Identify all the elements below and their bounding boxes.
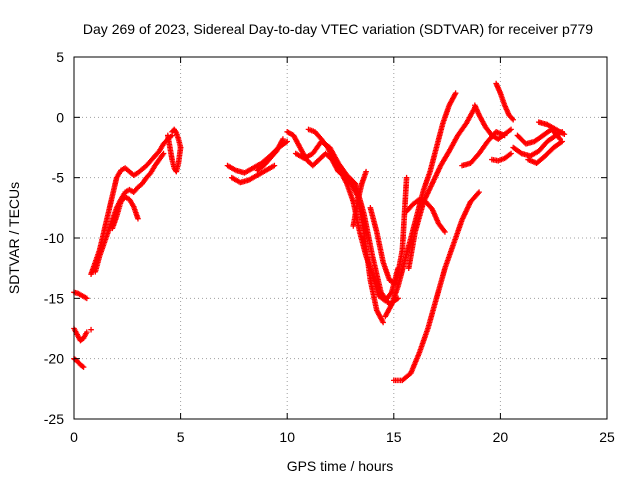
y-tick: -15: [44, 290, 607, 306]
y-tick-label: 5: [56, 49, 64, 65]
x-tick: 15: [386, 57, 402, 445]
data-point: [135, 215, 141, 222]
data-point: [88, 326, 94, 333]
data-point: [363, 168, 369, 175]
data-point: [475, 190, 481, 197]
data-point: [177, 144, 184, 151]
x-axis-label: GPS time / hours: [287, 458, 394, 474]
x-tick-label: 25: [599, 429, 615, 445]
data-point: [476, 189, 482, 195]
y-tick-label: -25: [44, 411, 64, 427]
y-tick-label: -20: [44, 351, 64, 367]
y-tick: -20: [44, 351, 607, 367]
data-points: [71, 80, 568, 384]
data-point: [271, 162, 278, 169]
y-tick: -5: [52, 170, 607, 186]
data-point: [510, 116, 516, 123]
x-tick: 10: [279, 57, 295, 445]
x-tick-label: 10: [279, 429, 295, 445]
x-axis-ticks: 0 5 10 15 20 25: [70, 57, 615, 445]
data-point: [508, 150, 514, 157]
data-point: [79, 363, 86, 370]
x-tick-label: 0: [70, 429, 78, 445]
data-point: [403, 174, 410, 181]
plot-frame: [73, 56, 608, 420]
y-tick: -25: [44, 411, 607, 427]
data-point: [80, 364, 87, 370]
y-tick: 5: [56, 49, 607, 65]
data-point: [509, 115, 515, 122]
y-tick-label: -15: [44, 290, 64, 306]
x-tick: 20: [493, 57, 509, 445]
x-tick-label: 5: [177, 429, 185, 445]
x-tick: 0: [70, 57, 78, 445]
data-point: [83, 295, 90, 302]
data-point: [559, 138, 566, 145]
x-tick: 25: [599, 57, 615, 445]
y-tick-label: 0: [56, 109, 64, 125]
y-tick-label: -5: [52, 170, 65, 186]
data-point: [508, 126, 514, 133]
data-point: [160, 150, 167, 157]
data-point: [556, 135, 562, 141]
data-point: [561, 131, 568, 138]
y-axis-label: SDTVAR / TECUs: [6, 182, 22, 294]
data-point: [284, 138, 290, 145]
data-point: [452, 90, 459, 96]
x-tick: 5: [177, 57, 185, 445]
chart-title: Day 269 of 2023, Sidereal Day-to-day VTE…: [83, 21, 593, 37]
data-point: [83, 329, 90, 335]
data-point: [380, 319, 386, 326]
data-point: [159, 151, 166, 158]
y-tick: 0: [56, 109, 607, 125]
x-tick-label: 20: [493, 429, 509, 445]
grid-lines: [74, 57, 607, 419]
data-point: [280, 136, 286, 142]
y-tick: -10: [44, 230, 607, 246]
x-tick-label: 15: [386, 429, 402, 445]
data-point: [442, 229, 448, 235]
y-axis-ticks: 5 0 -5 -10 -15 -20 -25: [44, 49, 607, 427]
y-tick-label: -10: [44, 230, 64, 246]
data-point: [441, 227, 447, 234]
